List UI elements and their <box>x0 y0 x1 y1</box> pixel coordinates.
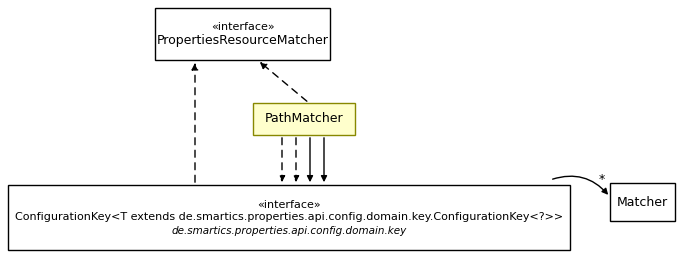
Text: *: * <box>599 172 605 186</box>
Text: «interface»: «interface» <box>257 199 321 210</box>
Bar <box>253 103 355 135</box>
Text: Matcher: Matcher <box>617 195 668 209</box>
Text: de.smartics.properties.api.config.domain.key: de.smartics.properties.api.config.domain… <box>171 226 407 235</box>
Text: «interface»: «interface» <box>211 22 274 33</box>
Text: ConfigurationKey<T extends de.smartics.properties.api.config.domain.key.Configur: ConfigurationKey<T extends de.smartics.p… <box>15 213 563 222</box>
Bar <box>8 185 570 250</box>
Text: PropertiesResourceMatcher: PropertiesResourceMatcher <box>157 34 328 47</box>
Text: PathMatcher: PathMatcher <box>264 112 343 125</box>
Bar <box>155 8 330 60</box>
Bar <box>610 183 675 221</box>
